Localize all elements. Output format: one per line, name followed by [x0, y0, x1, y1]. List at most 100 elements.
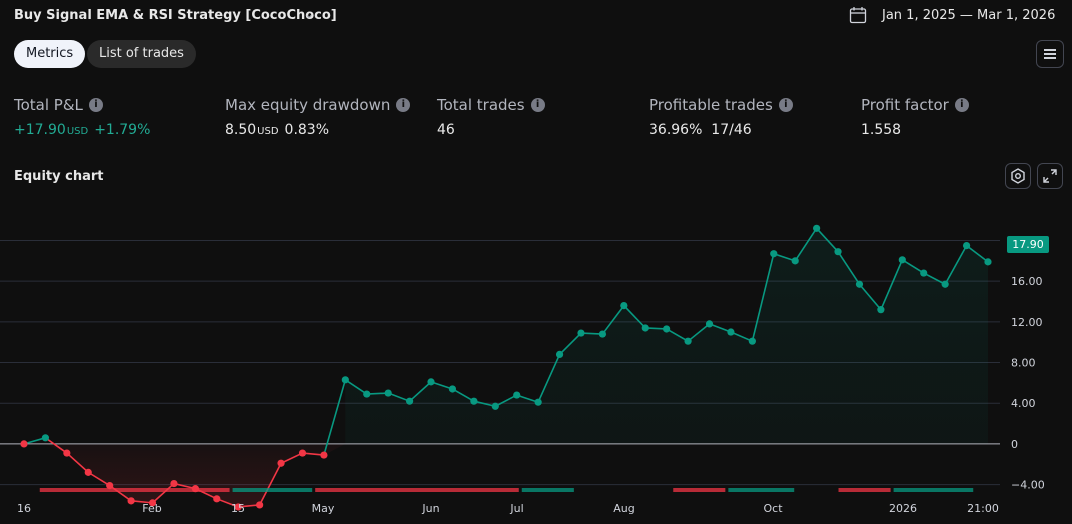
data-point: [877, 306, 885, 314]
metric-profit-factor: Profit factor i 1.558: [861, 96, 969, 138]
series-line: [558, 332, 582, 355]
negative-area: [24, 443, 346, 507]
series-line: [344, 379, 368, 395]
trade-band: [893, 488, 974, 492]
data-point: [513, 391, 521, 399]
chevron-down-icon[interactable]: ⌄: [304, 7, 315, 21]
calendar-icon[interactable]: [849, 6, 867, 24]
metric-value: 1.558: [861, 122, 902, 138]
data-point: [298, 449, 307, 457]
metric-profitable-trades: Profitable trades i 36.96% 17/46: [649, 96, 793, 138]
metric-value: 8.50: [225, 122, 257, 138]
data-point: [320, 451, 328, 459]
series-line: [151, 482, 175, 504]
x-tick-label: Aug: [613, 502, 634, 515]
data-point: [748, 337, 756, 345]
trade-band: [39, 488, 230, 492]
data-point: [855, 280, 864, 288]
data-point: [770, 250, 778, 258]
data-point: [148, 499, 157, 507]
info-icon[interactable]: i: [778, 98, 793, 112]
data-point: [406, 397, 414, 405]
data-point: [620, 301, 628, 310]
tab-metrics[interactable]: Metrics: [14, 40, 86, 68]
data-point: [791, 257, 799, 265]
series-line: [901, 259, 925, 274]
series-line: [516, 394, 539, 403]
trade-band: [232, 488, 313, 492]
series-line: [23, 437, 46, 445]
series-line: [944, 245, 968, 285]
info-icon[interactable]: i: [530, 98, 545, 112]
data-point: [491, 402, 499, 410]
data-point: [834, 248, 842, 256]
data-point: [384, 389, 392, 397]
series-line: [709, 323, 732, 333]
series-line: [258, 462, 282, 506]
metric-percent: +1.79%: [94, 122, 151, 138]
tab-list-of-trades[interactable]: List of trades: [87, 40, 196, 68]
expand-icon[interactable]: [1037, 163, 1063, 189]
data-point: [363, 390, 371, 398]
data-point: [106, 481, 114, 490]
metric-value: +17.90: [14, 122, 66, 138]
y-tick-label: 12.00: [1011, 316, 1043, 329]
data-point: [577, 329, 585, 337]
metric-value: 46: [437, 122, 455, 138]
series-line: [623, 305, 646, 329]
strategy-title[interactable]: Buy Signal EMA & RSI Strategy [CocoChoco…: [14, 8, 337, 23]
series-line: [494, 394, 518, 407]
metric-unit: USD: [66, 126, 89, 137]
metric-label: Total P&L: [14, 96, 83, 114]
series-line: [66, 452, 89, 473]
hexagon-settings-icon[interactable]: [1005, 163, 1031, 189]
data-point: [598, 330, 607, 338]
data-point: [727, 328, 735, 336]
data-point: [20, 440, 28, 448]
data-point: [813, 224, 821, 232]
metric-ratio: 17/46: [711, 122, 752, 138]
data-point: [984, 258, 992, 266]
metric-label: Profit factor: [861, 96, 949, 114]
data-point: [663, 325, 671, 333]
series-line: [837, 251, 861, 285]
series-line: [773, 252, 796, 262]
x-tick-label: 16: [17, 502, 31, 515]
y-tick-label: 0: [1011, 438, 1018, 451]
hamburger-icon[interactable]: [1036, 40, 1064, 68]
data-point: [705, 320, 714, 328]
date-range[interactable]: Jan 1, 2025 — Mar 1, 2026: [882, 8, 1056, 23]
metric-label: Total trades: [437, 96, 525, 114]
trade-band: [838, 488, 891, 492]
series-line: [280, 452, 303, 464]
info-icon[interactable]: i: [954, 98, 969, 112]
y-tick-label: 8.00: [1011, 357, 1036, 370]
series-line: [858, 283, 882, 311]
data-point: [684, 337, 692, 345]
metric-max-drawdown: Max equity drawdown i 8.50USD 0.83%: [225, 96, 411, 138]
data-point: [962, 241, 971, 250]
metric-total-pnl: Total P&L i +17.90USD +1.79%: [14, 96, 150, 138]
info-icon[interactable]: i: [88, 98, 103, 112]
series-line: [966, 244, 989, 263]
series-line: [387, 392, 410, 402]
info-icon[interactable]: i: [396, 98, 411, 112]
top-bar: Buy Signal EMA & RSI Strategy [CocoChoco…: [0, 0, 1072, 34]
series-line: [87, 471, 111, 487]
data-point: [341, 376, 349, 384]
data-point: [898, 256, 906, 264]
series-line: [44, 437, 68, 454]
x-tick-label: Feb: [142, 502, 161, 515]
y-tick-label: 4.00: [1011, 397, 1036, 410]
data-point: [234, 503, 242, 511]
trade-band: [315, 488, 519, 492]
data-point: [470, 397, 478, 405]
series-line: [216, 498, 239, 508]
series-line: [323, 379, 347, 456]
equity-chart-title: Equity chart: [14, 169, 104, 184]
series-line: [730, 331, 753, 342]
data-point: [213, 495, 221, 503]
data-point: [941, 280, 949, 288]
data-point: [63, 449, 71, 457]
